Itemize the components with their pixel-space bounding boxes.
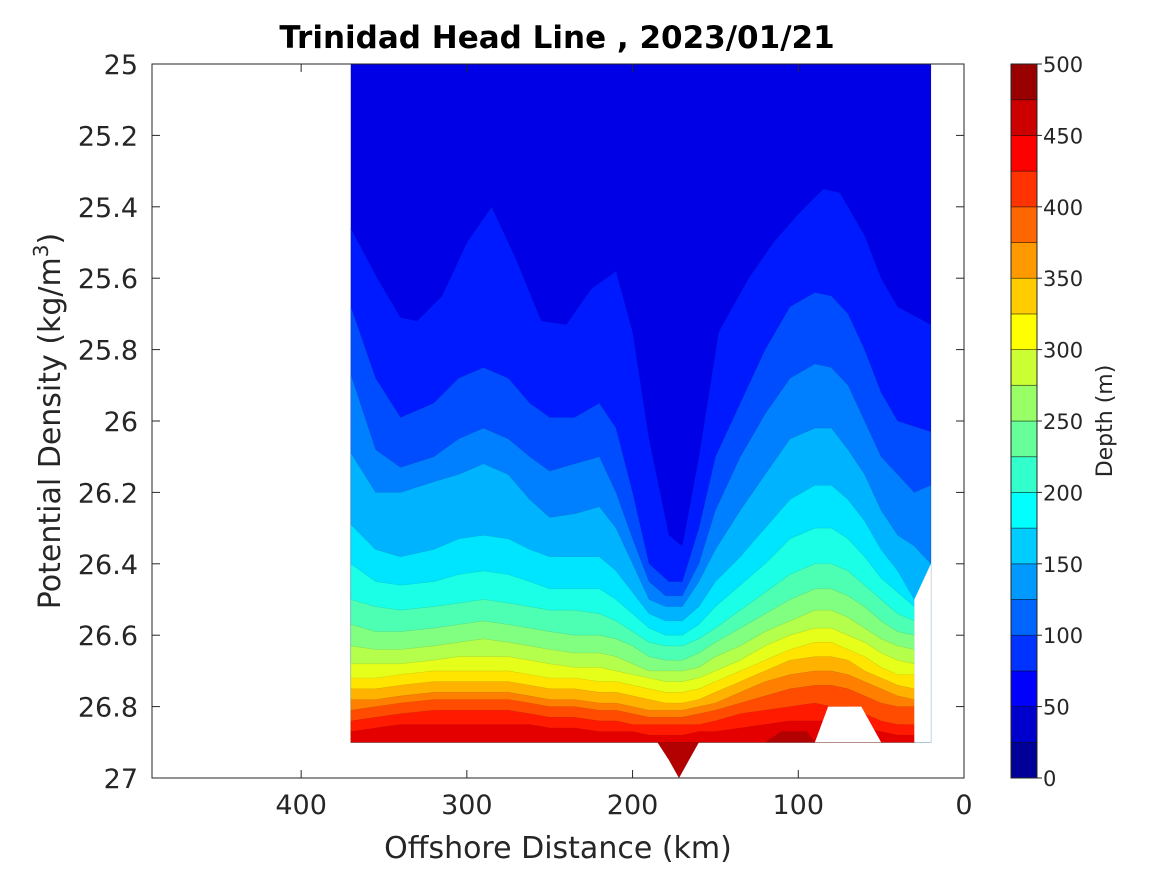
colorbar-swatch [1010, 134, 1038, 172]
x-tick-label: 200 [607, 790, 659, 821]
colorbar-swatch [1010, 706, 1038, 743]
colorbar-tick-label: 0 [1043, 767, 1056, 791]
colorbar-swatch [1010, 527, 1038, 565]
y-tick-label: 25 [104, 50, 138, 81]
colorbar-tick-label: 150 [1043, 553, 1083, 577]
colorbar-tick-label: 500 [1043, 53, 1083, 77]
y-tick-label: 25.8 [78, 336, 138, 367]
y-tick-label: 26.6 [78, 621, 138, 652]
colorbar-swatch [1010, 456, 1038, 493]
colorbar-tick-label: 250 [1043, 410, 1083, 434]
x-tick-label: 400 [275, 790, 327, 821]
colorbar-label: Depth (m) [1093, 365, 1118, 478]
colorbar-tick-label: 450 [1043, 124, 1083, 148]
colorbar-tick-label: 100 [1043, 624, 1083, 648]
y-axis: 25 25.2 25.4 25.6 25.8 26 26.2 26.4 26.6 26.8 27 [78, 50, 964, 795]
colorbar-swatch [1010, 242, 1038, 279]
x-tick-label: 300 [441, 790, 493, 821]
no-data-region [814, 706, 882, 743]
colorbar-swatch [1010, 313, 1038, 350]
colorbar-swatch [1010, 63, 1038, 101]
y-tick-label: 27 [104, 764, 138, 795]
colorbar-swatch [1010, 420, 1038, 458]
colorbar-swatch [1010, 277, 1038, 315]
colorbar-tick-label: 400 [1043, 196, 1083, 220]
y-axis-label: Potential Density (kg/m3) [29, 233, 68, 609]
colorbar-tick-label: 300 [1043, 339, 1083, 363]
colorbar-tick-label: 200 [1043, 481, 1083, 505]
no-data-region [914, 563, 931, 743]
y-tick-label: 26.4 [78, 550, 138, 581]
colorbar-swatch [1010, 599, 1038, 636]
colorbar-swatch [1010, 634, 1038, 672]
y-tick-label: 26 [104, 407, 138, 438]
y-tick-label: 26.2 [78, 478, 138, 509]
y-axis-label-suffix: ) [33, 233, 68, 245]
y-tick-label: 25.2 [78, 121, 138, 152]
colorbar-tick-label: 50 [1043, 696, 1070, 720]
colorbar-swatch [1010, 384, 1038, 422]
contour-band [350, 731, 816, 778]
x-axis: 400 300 200 100 0 [275, 64, 973, 821]
colorbar-swatch [1010, 491, 1038, 529]
x-tick-label: 0 [955, 790, 972, 821]
colorbar-swatch [1010, 170, 1038, 208]
x-tick-label: 100 [773, 790, 825, 821]
contour-fill-layer [350, 64, 932, 778]
colorbar-swatch [1010, 670, 1038, 708]
chart-title: Trinidad Head Line , 2023/01/21 [279, 20, 834, 56]
y-tick-label: 26.8 [78, 693, 138, 724]
y-axis-label-superscript: 3 [29, 244, 53, 257]
colorbar-swatch [1010, 99, 1038, 136]
colorbar-swatch [1010, 349, 1038, 386]
colorbar-swatch [1010, 741, 1038, 779]
colorbar: 0 50 100 150 200 250 300 350 400 450 500 [1010, 53, 1083, 791]
y-tick-label: 25.6 [78, 264, 138, 295]
y-axis-label-main: Potential Density (kg/m [33, 257, 68, 609]
colorbar-swatch [1010, 563, 1038, 600]
y-tick-label: 25.4 [78, 193, 138, 224]
colorbar-swatch [1010, 206, 1038, 243]
colorbar-tick-label: 350 [1043, 267, 1083, 291]
x-axis-label: Offshore Distance (km) [384, 831, 732, 866]
